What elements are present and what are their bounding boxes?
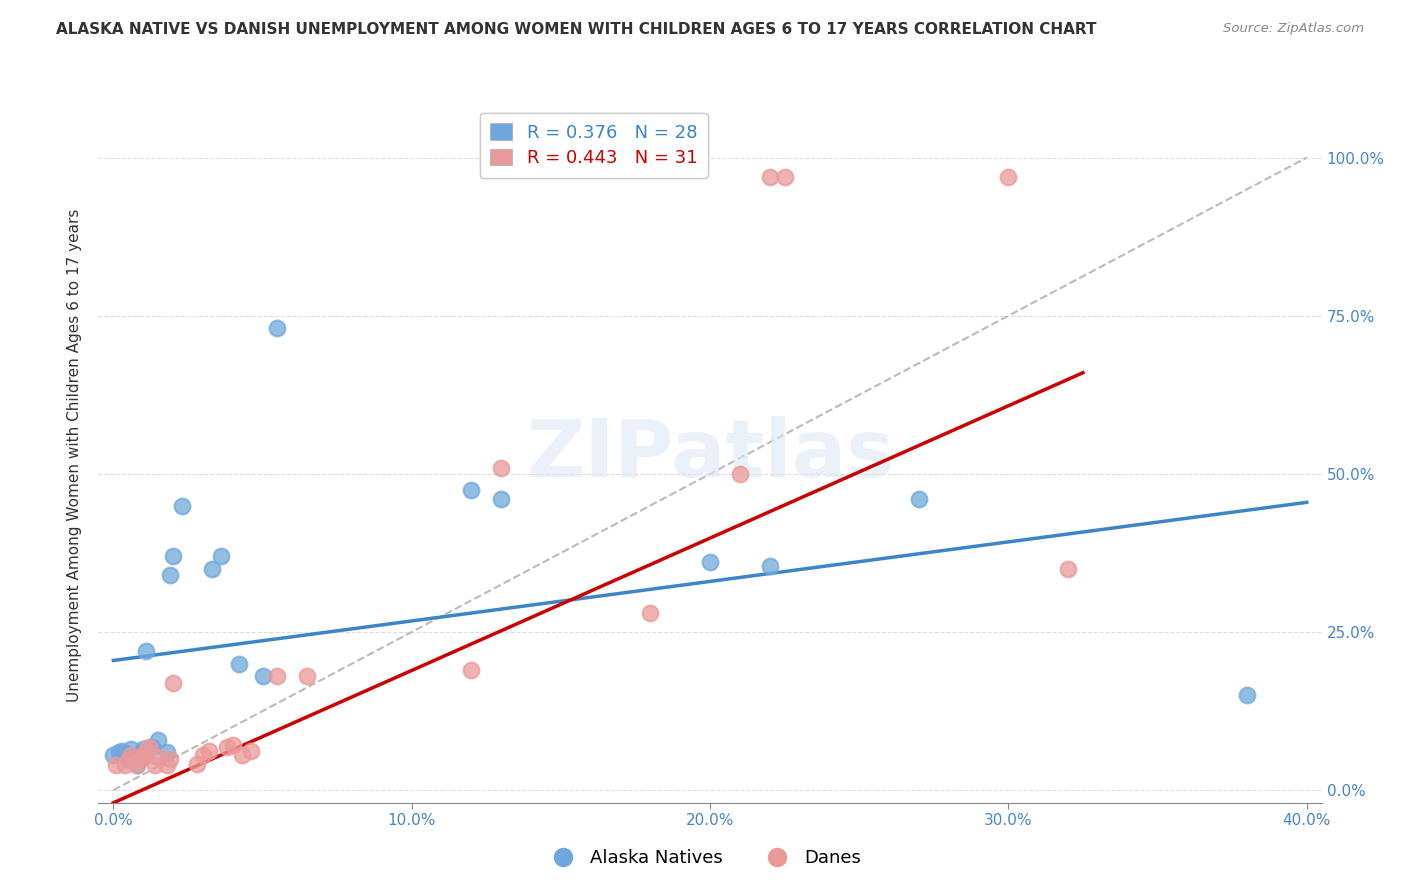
- Point: [156, 745, 179, 759]
- Point: [146, 732, 169, 747]
- Point: [132, 745, 155, 759]
- Legend: R = 0.376   N = 28, R = 0.443   N = 31: R = 0.376 N = 28, R = 0.443 N = 31: [479, 112, 709, 178]
- Legend: Alaska Natives, Danes: Alaska Natives, Danes: [537, 842, 869, 874]
- Point: [146, 750, 169, 764]
- Point: [129, 748, 152, 763]
- Point: [156, 757, 179, 772]
- Point: [127, 757, 149, 772]
- Point: [120, 742, 142, 756]
- Point: [117, 751, 139, 765]
- Point: [908, 492, 931, 507]
- Point: [221, 738, 243, 752]
- Point: [460, 483, 482, 497]
- Point: [758, 169, 780, 184]
- Y-axis label: Unemployment Among Women with Children Ages 6 to 17 years: Unemployment Among Women with Children A…: [67, 208, 83, 702]
- Point: [209, 549, 232, 563]
- Point: [228, 657, 250, 671]
- Point: [640, 606, 662, 620]
- Point: [186, 756, 208, 771]
- Point: [103, 748, 125, 763]
- Point: [132, 742, 155, 756]
- Point: [297, 669, 319, 683]
- Point: [460, 663, 482, 677]
- Point: [699, 556, 721, 570]
- Point: [773, 169, 796, 184]
- Point: [198, 744, 221, 758]
- Point: [758, 558, 780, 573]
- Point: [215, 740, 238, 755]
- Point: [159, 568, 181, 582]
- Point: [135, 644, 157, 658]
- Point: [997, 169, 1019, 184]
- Point: [141, 740, 163, 755]
- Point: [132, 750, 155, 764]
- Point: [162, 549, 184, 563]
- Point: [191, 748, 214, 763]
- Point: [120, 748, 142, 763]
- Text: Source: ZipAtlas.com: Source: ZipAtlas.com: [1223, 22, 1364, 36]
- Point: [252, 669, 274, 683]
- Text: ALASKA NATIVE VS DANISH UNEMPLOYMENT AMONG WOMEN WITH CHILDREN AGES 6 TO 17 YEAR: ALASKA NATIVE VS DANISH UNEMPLOYMENT AMO…: [56, 22, 1097, 37]
- Point: [162, 675, 184, 690]
- Point: [201, 562, 224, 576]
- Point: [105, 757, 128, 772]
- Point: [138, 740, 160, 755]
- Point: [170, 499, 193, 513]
- Point: [159, 751, 181, 765]
- Point: [143, 757, 166, 772]
- Point: [114, 747, 136, 761]
- Point: [266, 321, 288, 335]
- Point: [728, 467, 751, 481]
- Point: [135, 744, 157, 758]
- Point: [108, 745, 131, 759]
- Point: [127, 757, 149, 772]
- Point: [114, 757, 136, 772]
- Point: [117, 753, 139, 767]
- Point: [129, 751, 152, 765]
- Text: ZIPatlas: ZIPatlas: [526, 416, 894, 494]
- Point: [489, 460, 512, 475]
- Point: [1236, 688, 1258, 702]
- Point: [1057, 562, 1080, 576]
- Point: [231, 748, 253, 763]
- Point: [111, 744, 134, 758]
- Point: [266, 669, 288, 683]
- Point: [489, 492, 512, 507]
- Point: [239, 744, 262, 758]
